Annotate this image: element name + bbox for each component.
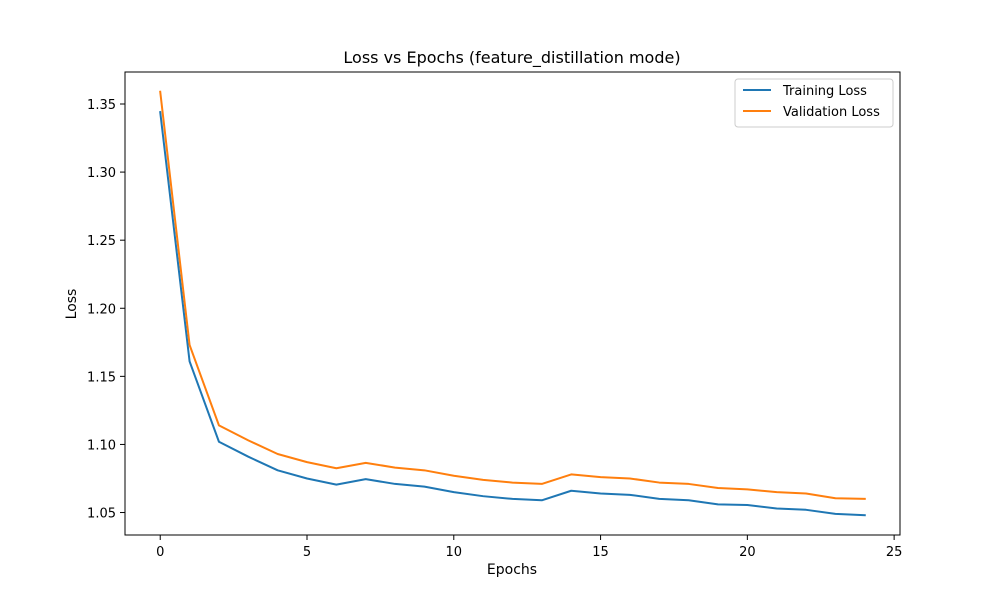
legend-box — [734, 78, 894, 128]
x-tick-label: 10 — [446, 545, 463, 560]
legend: Training Loss Validation Loss — [734, 78, 894, 128]
y-axis-label: Loss — [64, 289, 80, 320]
x-tick-label: 0 — [156, 545, 164, 560]
legend-label-validation-loss: Validation Loss — [783, 105, 880, 120]
x-tick-label: 20 — [739, 545, 756, 560]
y-tick-label: 1.30 — [87, 166, 116, 181]
x-axis-label: Epochs — [487, 562, 537, 578]
y-tick-label: 1.35 — [87, 98, 116, 113]
x-tick-label: 5 — [303, 545, 311, 560]
plot-frame — [124, 71, 901, 536]
x-tick-label: 15 — [592, 545, 609, 560]
series-line-training-loss — [159, 111, 866, 517]
series-lines — [159, 90, 866, 517]
y-tick-label: 1.05 — [87, 507, 116, 522]
y-tick-label: 1.15 — [87, 370, 116, 385]
legend-label-training-loss: Training Loss — [782, 84, 867, 99]
series-line-validation-loss — [159, 90, 866, 500]
chart-title: Loss vs Epochs (feature_distillation mod… — [343, 48, 680, 68]
y-tick-label: 1.20 — [87, 302, 116, 317]
y-tick-label: 1.10 — [87, 438, 116, 453]
x-tick-label: 25 — [886, 545, 903, 560]
axis-ticks: 0 5 10 15 20 25 1.05 1.10 1.15 1.20 1.25 1.30 1.35 — [87, 98, 902, 560]
y-tick-label: 1.25 — [87, 234, 116, 249]
